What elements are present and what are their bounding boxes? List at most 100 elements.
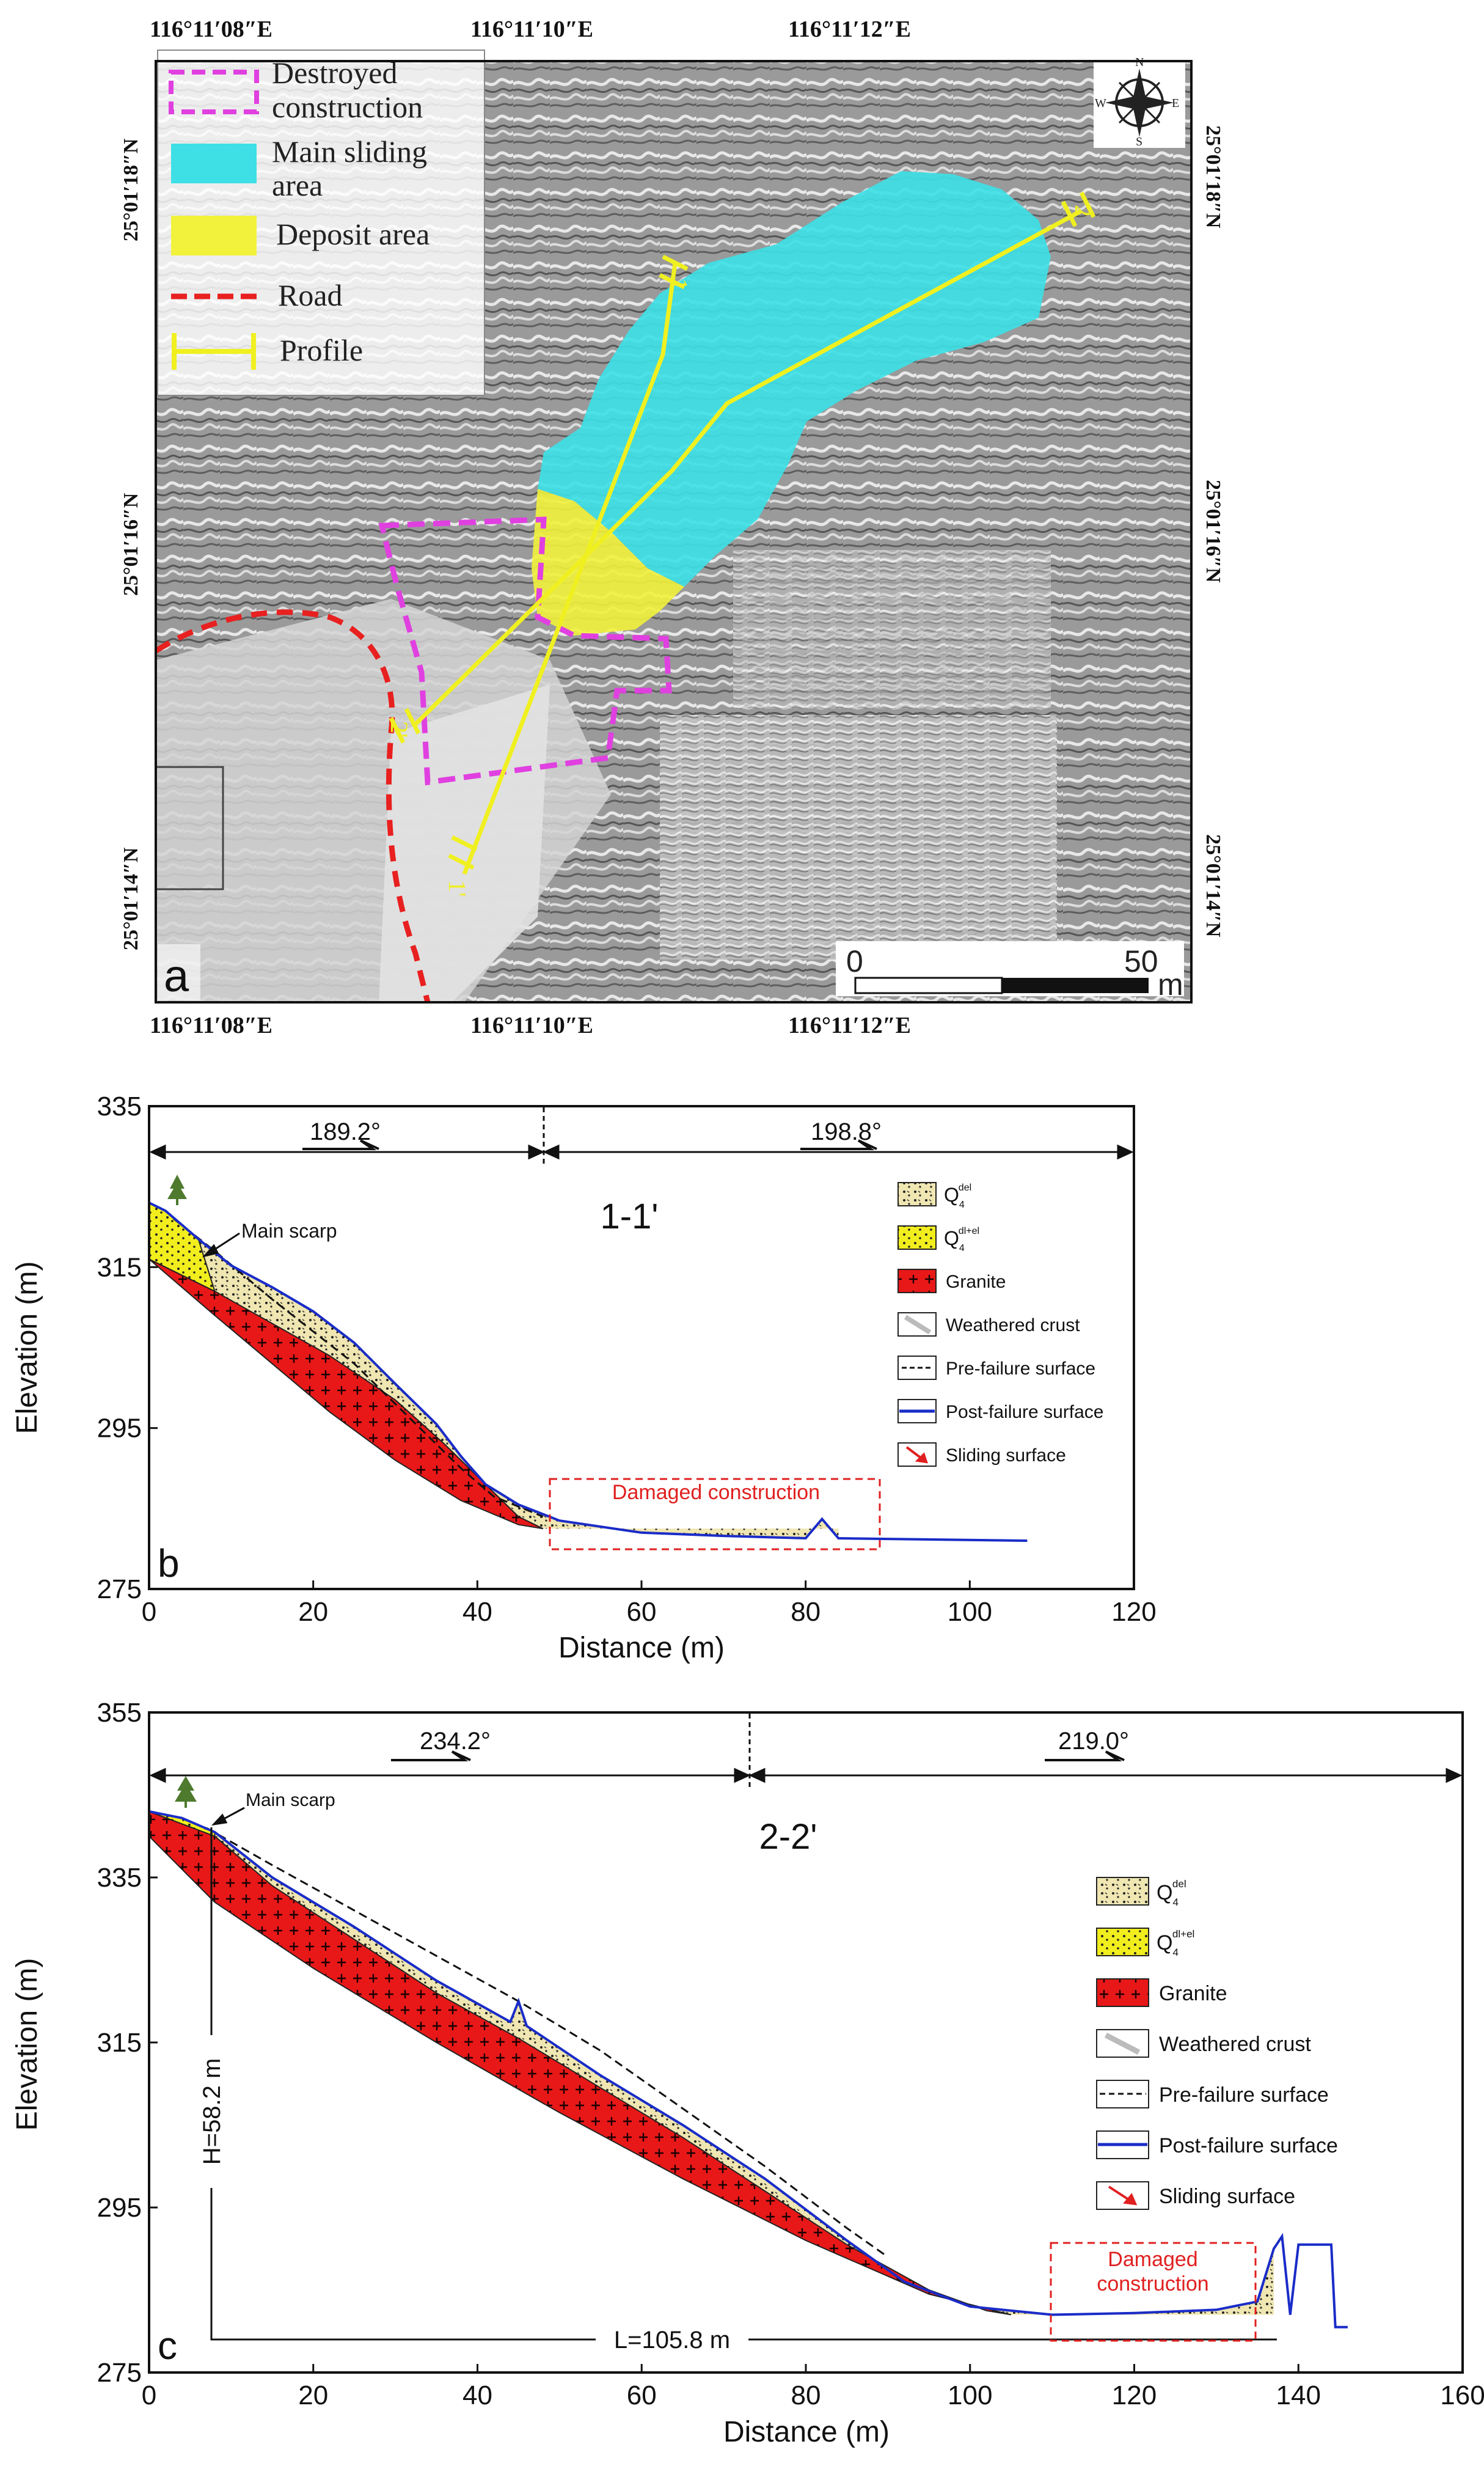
legend-deposit-swatch (171, 216, 257, 255)
legend-b-pre: Pre-failure surface (946, 1359, 1095, 1379)
compass-diag (1118, 81, 1161, 124)
panel-c-post-failure-line (148, 1810, 1348, 2328)
lat-left-1: 25°01′18″N (120, 138, 142, 241)
profile-2-cap-left (389, 708, 421, 744)
panel-a-label-bg (158, 944, 200, 1000)
panel-c-ylabel: Elevation (m) (11, 1958, 43, 2131)
profile-1-end-label: 1 (665, 278, 693, 290)
x-tick-label: 20 (298, 1597, 328, 1627)
panel-b-scarp-arrow (202, 1232, 240, 1258)
panel-b-y-ticks: 335 315 295 275 (97, 1092, 158, 1604)
profile-1-cap-top (659, 254, 689, 290)
panel-b-dir-arrow-left (149, 1144, 545, 1160)
legend-road-label: Road (278, 278, 343, 312)
x-tick-label: 140 (1276, 2380, 1321, 2410)
y-tick-label: 315 (97, 2028, 142, 2058)
legend-b-sliding-mark (905, 1446, 928, 1464)
panel-c-title: 2-2' (759, 1817, 817, 1857)
x-tick-label: 100 (948, 2380, 992, 2410)
legend-c-granite: Granite (1159, 1982, 1227, 2005)
legend-b-qdel-swatch (897, 1182, 937, 1206)
lat-right-2: 25°01′16″N (1202, 480, 1224, 583)
panel-c-profile: 0 20 40 60 80 100 120 140 160 355 335 315 295 275 Di… (11, 1698, 1484, 2448)
profile-2-start-label: 2' (386, 721, 413, 738)
map-profile-lines (389, 191, 1096, 875)
panel-c-h-label-bg (199, 2035, 224, 2188)
x-tick-label: 120 (1111, 1597, 1156, 1627)
x-tick-label: 160 (1440, 2380, 1484, 2410)
panel-b-label: b (158, 1541, 180, 1585)
panel-c-tree-icon (175, 1776, 197, 1808)
legend-c-granite-swatch (1096, 1978, 1149, 2007)
legend-destroyed-swatch (169, 70, 259, 114)
lon-bottom-1: 116°11′08″E (150, 1013, 272, 1038)
panel-c-l-label-bg (596, 2325, 748, 2354)
lat-right-1: 25°01′18″N (1202, 125, 1224, 229)
legend-destroyed-line2: construction (272, 90, 423, 124)
x-tick-label: 80 (791, 1597, 821, 1627)
legend-deposit-label: Deposit area (276, 217, 429, 251)
panel-c-h-dimension (210, 1827, 1277, 2341)
scale-unit: m (1158, 967, 1183, 1002)
legend-c-sliding-mark (1108, 2185, 1138, 2206)
panel-c-l-label: L=105.8 m (614, 2327, 730, 2354)
legend-profile-label: Profile (280, 333, 363, 367)
panel-c-dir2: 219.0° (1058, 1728, 1129, 1755)
lat-left-2: 25°01′16″N (120, 493, 142, 596)
legend-c-post: Post-failure surface (1159, 2134, 1338, 2157)
panel-a-map: 1 1' 2 2' Destroyed construction Main sl… (120, 17, 1224, 1038)
x-tick-label: 0 (142, 2380, 156, 2410)
legend-b-weathered: Weathered crust (946, 1315, 1080, 1335)
panel-b-dir2: 198.8° (811, 1118, 882, 1145)
y-tick-label: 295 (97, 2193, 142, 2223)
panel-b-granite-layer (148, 1258, 544, 1530)
legend-b-qdlel: Q4dl+el (944, 1226, 979, 1253)
panel-b-dip-symbol-1 (302, 1139, 379, 1150)
map-frame (155, 60, 1193, 1004)
y-tick-label: 275 (97, 2358, 142, 2388)
profile-1-line (462, 262, 678, 875)
legend-b-post: Post-failure surface (946, 1402, 1103, 1422)
panel-c-granite-layer (148, 1810, 1012, 2316)
compass-rose: N S E W (1094, 56, 1185, 149)
panel-c-damaged-line2: construction (1097, 2272, 1208, 2295)
panel-c-pre-failure-line (206, 1827, 889, 2258)
y-tick-label: 295 (97, 1414, 142, 1444)
legend-b-weathered-mark (904, 1315, 932, 1335)
compass-e: E (1172, 97, 1179, 110)
compass-w: W (1095, 97, 1106, 110)
panel-c-xlabel: Distance (m) (723, 2416, 890, 2448)
panel-b-scarp-label: Main scarp (241, 1220, 337, 1242)
lon-top-1: 116°11′08″E (150, 17, 272, 42)
legend-c-pre: Pre-failure surface (1159, 2083, 1329, 2107)
legend-b-qdel: Q4del (944, 1183, 971, 1210)
panel-c-dir1: 234.2° (420, 1728, 491, 1755)
map-road (154, 609, 431, 1004)
panel-b-legend: Q4del Q4dl+el Granite Weathered crust Pr… (897, 1182, 1103, 1467)
y-tick-label: 275 (97, 1574, 142, 1604)
scale-bar: 0 50 m (836, 941, 1184, 1002)
panel-c-dir-arrow-left (149, 1767, 751, 1783)
legend-b-granite-swatch (897, 1269, 937, 1293)
panel-c-damaged-box (1050, 2242, 1257, 2342)
lon-top-2: 116°11′10″E (470, 17, 593, 42)
panel-b-profile: 0 20 40 60 80 100 120 335 315 295 275 Distance (m… (11, 1092, 1157, 1664)
legend-sliding-line1: Main sliding (272, 134, 427, 169)
y-tick-label: 315 (97, 1252, 142, 1282)
scale-fifty: 50 (1124, 944, 1158, 978)
panel-b-x-ticks: 0 20 40 60 80 100 120 (142, 1580, 1157, 1627)
legend-c-weathered-mark (1104, 2033, 1141, 2055)
x-tick-label: 120 (1112, 2380, 1157, 2410)
x-tick-label: 40 (462, 1597, 492, 1627)
panel-c-dir-arrow-right (748, 1767, 1463, 1783)
panel-c-damaged-line1: Damaged (1108, 2248, 1197, 2271)
panel-c-legend: Q4del Q4dl+el Granite Weathered crust Pr… (1096, 1877, 1338, 2210)
panel-b-title: 1-1' (601, 1197, 659, 1236)
profile-1-cap-bottom (448, 835, 478, 870)
legend-b-qdlel-swatch (897, 1225, 937, 1250)
legend-b-sliding: Sliding surface (946, 1445, 1066, 1466)
lon-top-3: 116°11′12″E (788, 17, 911, 42)
panel-b-dir-arrow-right (543, 1144, 1134, 1160)
x-tick-label: 80 (791, 2380, 821, 2410)
